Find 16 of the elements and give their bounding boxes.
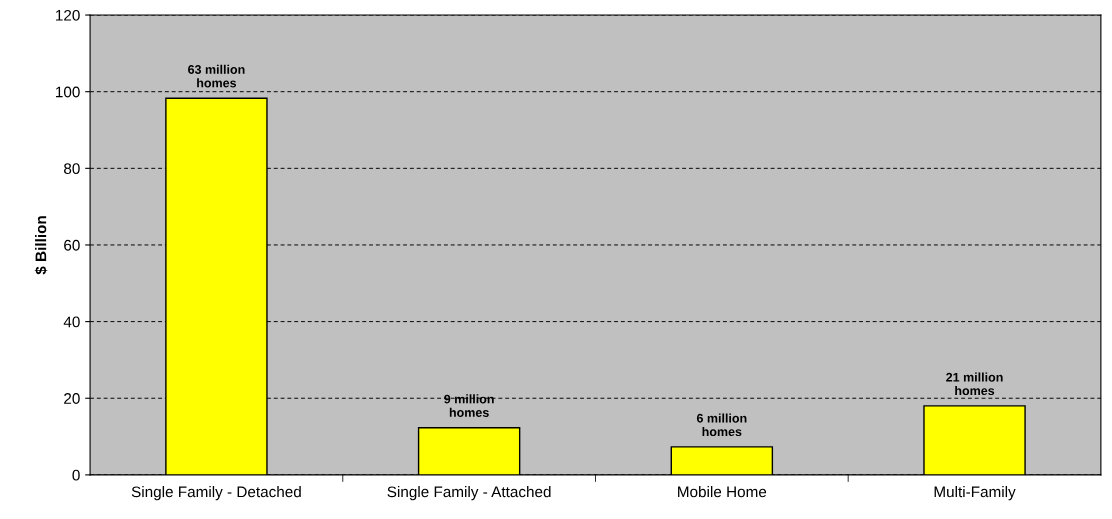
x-tick-label: Single Family - Attached — [387, 486, 551, 501]
x-tick-label: Single Family - Detached — [131, 486, 301, 501]
annotation: 63 million homes — [188, 64, 245, 88]
y-tick-label: 60 — [64, 239, 80, 251]
y-tick-label: 120 — [56, 9, 80, 21]
y-tick-label: 20 — [64, 393, 80, 404]
x-tick-label: Multi-Family — [934, 486, 1016, 501]
y-axis-title: $ Billion — [34, 216, 48, 275]
x-tick-label: Mobile Home — [678, 486, 767, 498]
y-tick-label: 0 — [72, 469, 80, 481]
annotation: 6 million homes — [696, 413, 747, 437]
annotation: 9 million homes — [444, 394, 494, 417]
annotation: 21 million homes — [946, 372, 1003, 396]
y-tick-label: 100 — [56, 86, 80, 98]
y-tick-label: 40 — [63, 316, 80, 328]
y-tick-label: 80 — [64, 163, 80, 175]
